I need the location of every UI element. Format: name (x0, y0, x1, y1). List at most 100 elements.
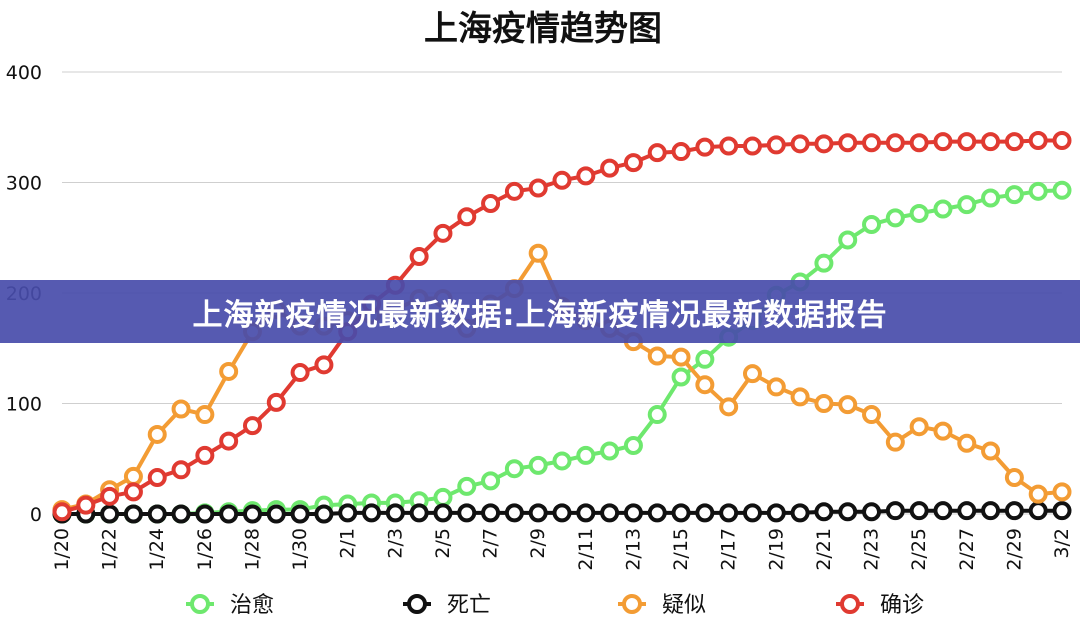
data-point (147, 504, 167, 524)
data-point (838, 133, 858, 153)
data-point (719, 136, 739, 156)
data-point (742, 503, 762, 523)
data-point (481, 471, 501, 491)
data-point (433, 503, 453, 523)
legend-swatch-marker (407, 594, 427, 614)
data-point (647, 503, 667, 523)
x-tick-label: 2/19 (765, 528, 787, 571)
data-point (409, 503, 429, 523)
data-point (1028, 131, 1048, 151)
x-axis-ticks: 1/20 1/22 1/24 1/26 1/28 1/30 2/1 2/3 2/5 2/7 2/9 2… (51, 528, 1073, 571)
data-point (576, 445, 596, 465)
data-point (362, 503, 382, 523)
data-point (219, 361, 239, 381)
data-point (671, 367, 691, 387)
data-point (933, 132, 953, 152)
data-point (600, 503, 620, 523)
data-point (219, 504, 239, 524)
data-point (290, 504, 310, 524)
x-tick-label: 2/15 (670, 528, 692, 571)
data-point (528, 178, 548, 198)
data-point (1052, 180, 1072, 200)
data-point (695, 503, 715, 523)
data-point (623, 503, 643, 523)
legend-swatch-marker (190, 594, 210, 614)
data-point (147, 424, 167, 444)
x-tick-label: 2/29 (1003, 528, 1025, 571)
data-point (171, 399, 191, 419)
x-tick-label: 2/27 (956, 528, 978, 571)
data-point (909, 501, 929, 521)
x-tick-label: 2/11 (575, 528, 597, 571)
data-point (838, 230, 858, 250)
y-tick-label: 100 (6, 394, 42, 416)
data-point (385, 503, 405, 523)
data-point (314, 504, 334, 524)
data-point (862, 502, 882, 522)
legend-label: 疑似 (662, 593, 706, 618)
banner-text: 上海新疫情况最新数据:上海新疫情况最新数据报告 (192, 297, 888, 333)
data-point (862, 405, 882, 425)
data-point (981, 188, 1001, 208)
data-point (433, 487, 453, 507)
data-point (481, 503, 501, 523)
data-point (1052, 501, 1072, 521)
data-point (885, 208, 905, 228)
x-tick-label: 1/22 (99, 528, 121, 571)
data-point (981, 132, 1001, 152)
x-tick-label: 1/20 (51, 528, 73, 571)
y-tick-label: 0 (30, 504, 42, 526)
data-point (623, 435, 643, 455)
legend-label: 死亡 (447, 593, 491, 618)
data-point (885, 133, 905, 153)
x-tick-label: 2/7 (480, 528, 502, 559)
data-point (433, 223, 453, 243)
data-point (742, 364, 762, 384)
x-tick-label: 2/23 (861, 528, 883, 571)
data-point (790, 387, 810, 407)
data-point (1028, 181, 1048, 201)
x-tick-label: 1/28 (241, 528, 263, 571)
x-tick-label: 2/25 (908, 528, 930, 571)
data-point (695, 349, 715, 369)
data-point (647, 405, 667, 425)
data-point (147, 468, 167, 488)
data-point (766, 503, 786, 523)
data-point (719, 397, 739, 417)
data-point (814, 253, 834, 273)
x-tick-label: 1/26 (194, 528, 216, 571)
x-tick-label: 2/17 (718, 528, 740, 571)
data-point (457, 503, 477, 523)
title-banner: 上海新疫情况最新数据:上海新疫情况最新数据报告 (0, 280, 1080, 343)
data-point (1028, 484, 1048, 504)
series (52, 501, 1072, 524)
data-point (576, 503, 596, 523)
data-point (695, 375, 715, 395)
data-point (171, 504, 191, 524)
data-point (814, 502, 834, 522)
legend: 治愈 死亡 疑似 确诊 (186, 593, 924, 618)
data-point (957, 195, 977, 215)
x-tick-label: 1/30 (289, 528, 311, 571)
data-point (862, 214, 882, 234)
data-point (242, 504, 262, 524)
data-point (957, 433, 977, 453)
data-point (1052, 482, 1072, 502)
data-point (242, 416, 262, 436)
data-point (933, 199, 953, 219)
legend-item: 疑似 (618, 593, 706, 618)
data-point (814, 134, 834, 154)
data-point (600, 158, 620, 178)
data-point (742, 136, 762, 156)
data-point (528, 243, 548, 263)
data-point (790, 503, 810, 523)
data-point (504, 459, 524, 479)
x-tick-label: 2/1 (337, 528, 359, 559)
data-point (123, 482, 143, 502)
data-point (766, 135, 786, 155)
data-point (576, 166, 596, 186)
data-point (504, 181, 524, 201)
series (52, 180, 1072, 524)
data-point (552, 503, 572, 523)
data-point (981, 441, 1001, 461)
